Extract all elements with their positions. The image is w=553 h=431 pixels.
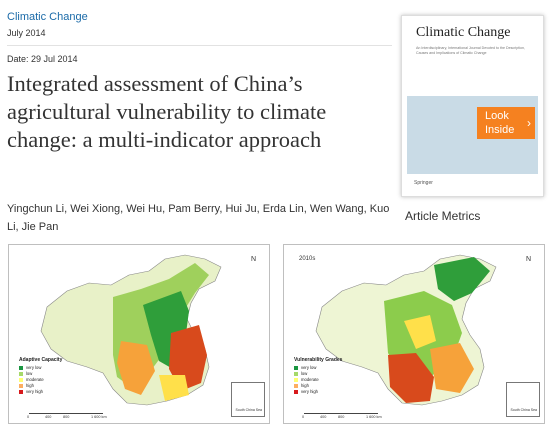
journal-cover[interactable]: Climatic Change An Interdisciplinary, In… [401,15,544,197]
legend-swatch [294,365,298,370]
map-legend: Adaptive Capacity very low low moderate … [19,357,62,395]
scale-label: 800 [63,415,70,419]
figure-adaptive-capacity-map[interactable]: N Adaptive Capacity very low low moderat… [8,244,270,424]
chevron-right-icon: › [527,116,531,130]
look-inside-line2: Inside [485,124,515,136]
authors: Yingchun Li, Wei Xiong, Wei Hu, Pam Berr… [7,203,390,233]
look-inside-button[interactable]: Look Inside › [477,107,535,139]
figure-vulnerability-grades-map[interactable]: 2010s N Vulnerability Grades very low lo… [283,244,545,424]
scale-label: 0 [302,415,305,419]
inset-label: South China Sea [235,408,262,412]
legend-item: very low [19,365,62,371]
north-arrow-icon: N [250,256,256,263]
scale-label: 800 [338,415,345,419]
legend-swatch [294,389,298,394]
legend-title: Adaptive Capacity [19,357,63,363]
legend-label: very low [26,365,42,370]
south-china-sea-inset [231,382,265,417]
look-inside-line1: Look [485,110,509,122]
legend-label: moderate [301,377,319,382]
legend-item: moderate [19,377,62,383]
map-legend: Vulnerability Grades very low low modera… [294,357,342,395]
legend-swatch [19,365,23,370]
map-year-label: 2010s [299,256,316,262]
legend-swatch [19,377,23,382]
legend-label: moderate [26,377,44,382]
legend-swatch [19,383,23,388]
legend-swatch [294,371,298,376]
china-map-graphic [40,254,222,406]
legend-swatch [294,383,298,388]
legend-label: very low [301,365,317,370]
issue-date: July 2014 [7,28,46,38]
legend-label: high [301,383,309,388]
scale-label: 0 [27,415,30,419]
divider [7,45,392,46]
legend-item: high [19,383,62,389]
scale-bar [304,413,378,414]
article-metrics-link[interactable]: Article Metrics [405,209,481,223]
legend-item: very high [294,389,342,395]
scale-label: 1 600 km [366,415,382,419]
legend-swatch [294,377,298,382]
legend-item: very low [294,365,342,371]
scale-bar [29,413,103,414]
legend-swatch [19,389,23,394]
inset-label: South China Sea [510,408,537,412]
legend-item: low [19,371,62,377]
north-arrow-icon: N [525,256,531,263]
article-title: Integrated assessment of China’s agricul… [7,71,327,152]
legend-label: very high [301,389,318,394]
publication-date: Date: 29 Jul 2014 [7,54,78,64]
legend-item: very high [19,389,62,395]
journal-link[interactable]: Climatic Change [7,11,88,23]
china-map-graphic [315,254,497,406]
legend-swatch [19,371,23,376]
scale-label: 400 [320,415,327,419]
legend-label: high [26,383,34,388]
legend-label: low [301,371,308,376]
legend-label: low [26,371,33,376]
south-china-sea-inset [506,382,540,417]
legend-item: high [294,383,342,389]
legend-title: Vulnerability Grades [294,357,343,363]
scale-label: 1 600 km [91,415,107,419]
legend-item: moderate [294,377,342,383]
cover-subtitle: An Interdisciplinary, International Jour… [416,46,526,55]
legend-label: very high [26,389,43,394]
legend-item: low [294,371,342,377]
cover-title: Climatic Change [416,25,511,40]
scale-label: 400 [45,415,52,419]
cover-publisher: Springer [414,180,433,186]
